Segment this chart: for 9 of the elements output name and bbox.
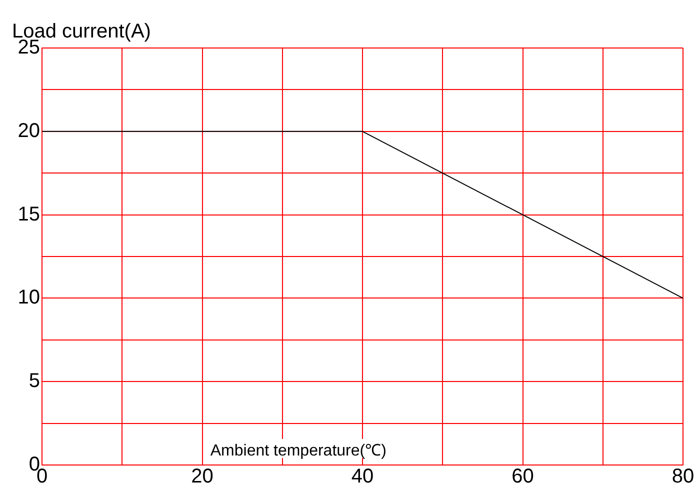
x-axis-title: Ambient temperature(℃): [210, 442, 386, 460]
y-tick-label: 10: [18, 286, 40, 309]
x-tick-label: 20: [191, 466, 214, 488]
x-tick-label: 60: [512, 466, 534, 488]
x-tick-label: 80: [672, 466, 694, 488]
y-tick-label: 15: [18, 203, 40, 226]
y-tick-label: 20: [18, 120, 40, 142]
x-tick-label: 40: [351, 466, 374, 488]
y-tick-label: 5: [28, 370, 40, 392]
